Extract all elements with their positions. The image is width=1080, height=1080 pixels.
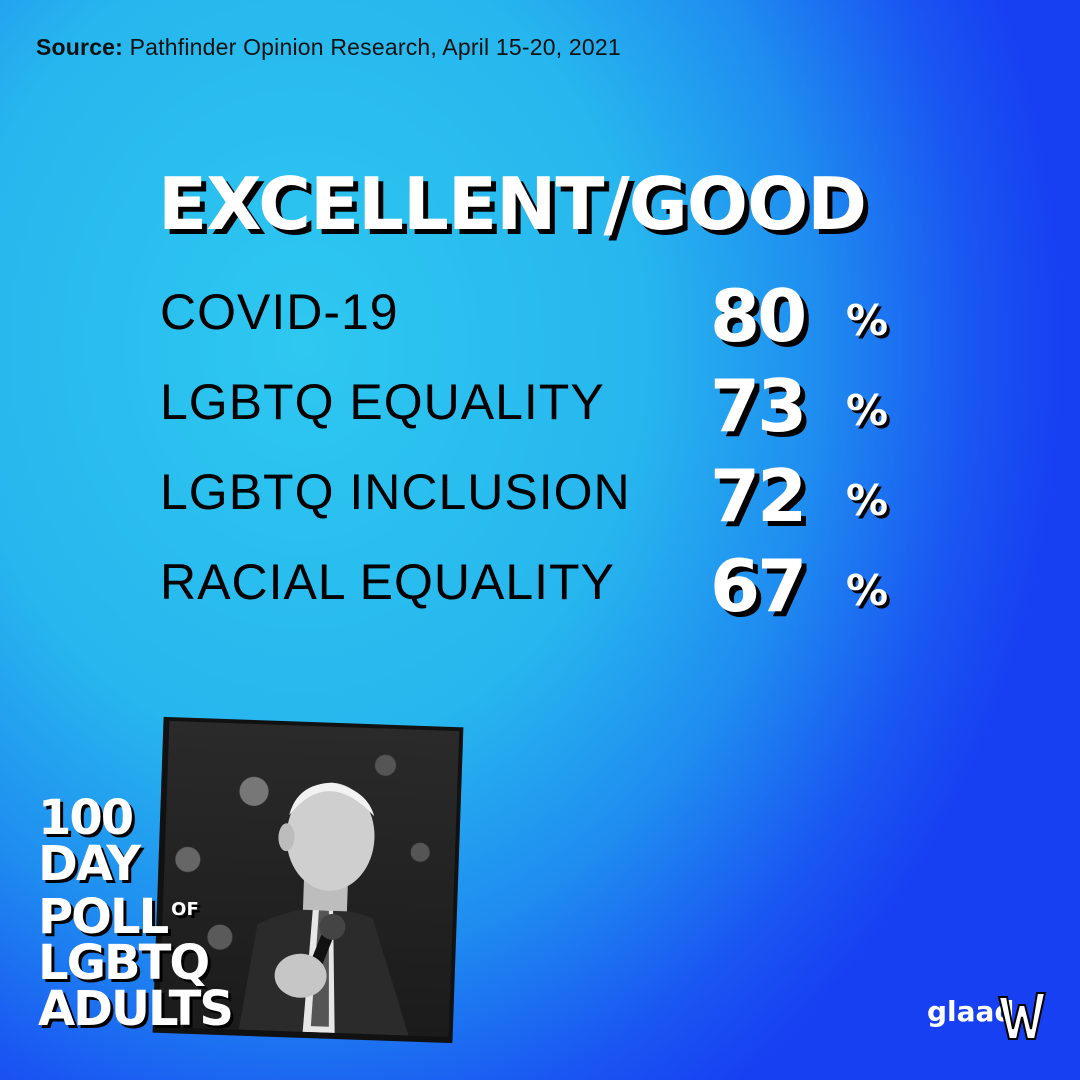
poll-title-line: 100 — [38, 790, 134, 846]
row-unit: % — [846, 476, 889, 525]
speaker-photo — [158, 721, 460, 1037]
result-row-lgbtq-inclusion: LGBTQ INCLUSION 72 % — [160, 454, 920, 542]
poll-title-block: 100 DAY POLL OF LGBTQ ADULTS — [38, 790, 234, 1037]
row-unit: % — [846, 386, 889, 435]
result-row-covid: COVID-19 80 % — [160, 274, 920, 362]
row-value: 80 — [710, 274, 807, 358]
row-unit: % — [846, 296, 889, 345]
row-unit: % — [846, 566, 889, 615]
poll-title-line: LGBTQ — [38, 935, 210, 991]
row-value: 73 — [710, 364, 807, 448]
poll-title-word: POLL — [38, 889, 169, 945]
row-label: COVID-19 — [160, 284, 399, 340]
row-value: 72 — [710, 454, 807, 538]
source-label: Source: — [36, 34, 124, 60]
row-label: RACIAL EQUALITY — [160, 554, 615, 610]
row-label: LGBTQ EQUALITY — [160, 374, 605, 430]
row-value: 67 — [710, 544, 807, 628]
poll-title-line: POLL OF — [38, 887, 232, 941]
headline: EXCELLENT/GOOD — [158, 162, 867, 246]
source-line: Source: Pathfinder Opinion Research, Apr… — [36, 34, 621, 61]
poll-title-line: DAY — [38, 836, 141, 892]
poll-title-line: ADULTS — [38, 981, 234, 1037]
glaad-logo-icon — [997, 992, 1047, 1040]
result-row-lgbtq-equality: LGBTQ EQUALITY 73 % — [160, 364, 920, 452]
result-row-racial-equality: RACIAL EQUALITY 67 % — [160, 544, 920, 632]
source-text: Pathfinder Opinion Research, April 15-20… — [129, 34, 621, 60]
speaker-silhouette-icon — [238, 782, 409, 1036]
row-label: LGBTQ INCLUSION — [160, 464, 631, 520]
poll-title-of: OF — [171, 899, 199, 920]
